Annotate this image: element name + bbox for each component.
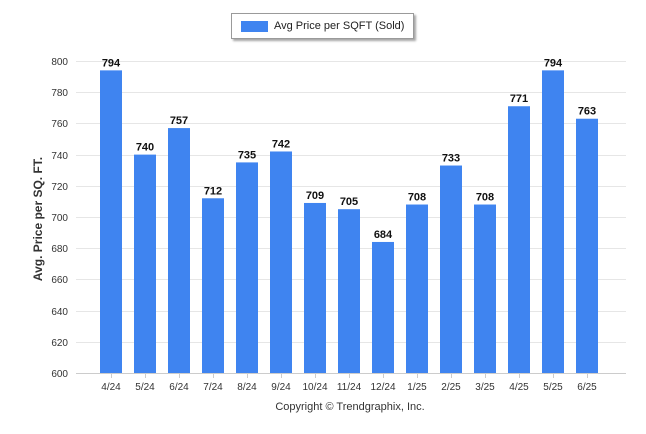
data-label: 742 (272, 138, 290, 150)
x-tick-label: 6/25 (577, 382, 597, 393)
y-tick-labels: 600 620 640 660 680 700 720 740 760 780 800 (51, 57, 68, 380)
y-tick-label: 800 (51, 57, 68, 68)
bar (440, 165, 462, 373)
data-label: 708 (408, 192, 426, 204)
bar (270, 151, 292, 373)
bar (304, 202, 326, 373)
data-label: 757 (170, 115, 188, 127)
x-tick-label: 3/25 (475, 382, 495, 393)
x-tick-label: 7/24 (203, 382, 223, 393)
bar (100, 70, 122, 374)
data-labels: 794 740 757 712 735 742 709 705 684 708 733 708 771 7… (102, 57, 596, 241)
data-label: 794 (102, 57, 121, 69)
x-tick-label: 4/25 (509, 382, 529, 393)
x-tick-label: 4/24 (101, 382, 121, 393)
bar (372, 241, 394, 373)
x-tick-label: 8/24 (237, 382, 257, 393)
bar (542, 70, 564, 374)
y-tick-label: 620 (51, 338, 68, 349)
data-label: 763 (578, 106, 596, 118)
x-tick-labels: 4/24 5/24 6/24 7/24 8/24 9/24 10/24 11/24 12/24 1… (101, 382, 597, 393)
x-tick-label: 10/24 (302, 382, 327, 393)
data-label: 733 (442, 153, 460, 165)
bar (576, 118, 598, 373)
x-tick-label: 9/24 (271, 382, 291, 393)
y-axis-title: Avg. Price per SQ. FT. (31, 157, 45, 281)
y-tick-label: 760 (51, 119, 68, 130)
legend: Avg Price per SQFT (Sold) (231, 13, 414, 39)
copyright-footer: Copyright © Trendgraphix, Inc. (275, 401, 425, 413)
axes (76, 373, 626, 378)
data-label: 735 (238, 149, 256, 161)
legend-label: Avg Price per SQFT (Sold) (274, 20, 405, 32)
bar (236, 162, 258, 373)
y-tick-label: 700 (51, 213, 68, 224)
y-tick-label: 780 (51, 88, 68, 99)
bar (338, 209, 360, 373)
bar (474, 204, 496, 373)
y-tick-label: 660 (51, 275, 68, 286)
data-label: 705 (340, 196, 358, 208)
x-tick-label: 11/24 (337, 382, 362, 393)
data-label: 740 (136, 142, 154, 154)
bar (134, 154, 156, 373)
legend-swatch (241, 20, 268, 32)
y-tick-label: 740 (51, 151, 68, 162)
bar (406, 204, 428, 373)
x-tick-label: 5/24 (135, 382, 155, 393)
y-tick-label: 680 (51, 244, 68, 255)
x-tick-label: 6/24 (169, 382, 189, 393)
x-tick-label: 5/25 (543, 382, 563, 393)
bars (100, 70, 598, 374)
data-label: 709 (306, 190, 324, 202)
y-tick-label: 640 (51, 307, 68, 318)
bar (168, 128, 190, 373)
data-label: 771 (510, 93, 528, 105)
x-tick-label: 1/25 (407, 382, 427, 393)
x-tick-label: 12/24 (370, 382, 395, 393)
y-tick-label: 720 (51, 182, 68, 193)
data-label: 712 (204, 185, 222, 197)
data-label: 708 (476, 192, 494, 204)
data-label: 794 (544, 57, 563, 69)
data-label: 684 (374, 229, 393, 241)
bar (508, 106, 530, 374)
x-tick-label: 2/25 (441, 382, 461, 393)
y-tick-label: 600 (51, 369, 68, 380)
bar (202, 198, 224, 373)
